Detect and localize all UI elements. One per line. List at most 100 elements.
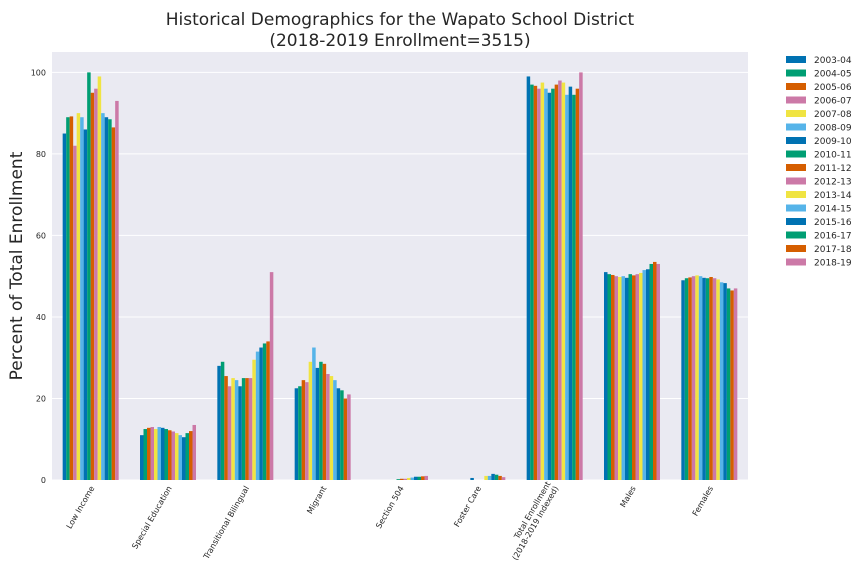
x-tick-label: Migrant	[305, 485, 328, 516]
bar	[80, 117, 84, 480]
bar	[315, 367, 320, 480]
bar	[168, 430, 172, 480]
legend-swatch	[786, 83, 806, 90]
bar	[719, 282, 724, 480]
bar	[705, 278, 710, 480]
bar	[487, 475, 492, 480]
bar	[533, 85, 538, 480]
bar	[329, 376, 334, 480]
bar	[547, 92, 552, 480]
bar	[252, 359, 256, 480]
legend-swatch	[786, 137, 806, 144]
bar	[494, 474, 499, 480]
bar	[147, 427, 151, 480]
bar	[646, 269, 650, 480]
bar	[607, 274, 611, 480]
legend-label: 2007-08	[814, 110, 852, 120]
bar	[417, 476, 421, 480]
legend-label: 2004-05	[814, 70, 852, 80]
bar	[62, 133, 67, 480]
bar	[227, 386, 232, 480]
legend-swatch	[786, 258, 806, 266]
y-tick-label: 100	[31, 68, 46, 77]
bar	[143, 429, 147, 480]
legend-swatch	[786, 204, 806, 212]
bar	[231, 378, 235, 480]
bar	[111, 127, 116, 481]
bar	[298, 386, 302, 480]
bar	[217, 365, 221, 480]
bar	[161, 427, 165, 480]
bar	[625, 277, 629, 480]
bar	[681, 280, 685, 480]
chart-subtitle: (2018-2019 Enrollment=3515)	[269, 31, 530, 51]
bar	[248, 378, 253, 480]
x-tick-label: Females	[691, 485, 715, 518]
bar	[712, 278, 717, 480]
bar	[639, 272, 643, 480]
bar	[164, 429, 168, 480]
bar	[621, 276, 625, 480]
bar	[688, 277, 692, 480]
legend-label: 2009-10	[814, 137, 852, 147]
bar	[347, 394, 351, 480]
legend-label: 2017-18	[814, 245, 852, 255]
x-tick-label: Foster Care	[452, 484, 483, 528]
bar	[501, 477, 506, 480]
bar	[97, 76, 102, 480]
bar	[255, 351, 260, 480]
bar	[73, 145, 77, 480]
y-tick-label: 0	[41, 476, 46, 485]
bar	[69, 116, 74, 480]
bar	[220, 361, 225, 480]
x-tick-label: Section 504	[374, 485, 406, 531]
bar	[262, 343, 267, 480]
bar	[424, 475, 428, 480]
bar	[104, 117, 109, 480]
bar	[157, 427, 161, 480]
bar	[178, 435, 182, 480]
bar	[730, 290, 734, 480]
bar	[192, 424, 196, 480]
bar	[108, 119, 112, 480]
bar	[189, 431, 193, 480]
bar	[537, 88, 541, 480]
bar	[526, 76, 531, 480]
bar	[653, 261, 657, 480]
legend-swatch	[786, 150, 806, 158]
legend-swatch	[786, 110, 806, 117]
bar	[723, 283, 727, 480]
bar	[83, 129, 88, 480]
bar	[171, 431, 175, 480]
bar	[491, 473, 495, 480]
bars	[62, 72, 738, 481]
legend-swatch	[786, 191, 806, 198]
legend-swatch	[786, 69, 806, 77]
legend: 2003-04 2004-05 2005-06 2006-07 2007-08 2008-…	[786, 56, 852, 269]
legend-label: 2012-13	[814, 178, 852, 188]
bar	[558, 80, 562, 481]
bar	[530, 84, 534, 480]
bar	[407, 477, 411, 480]
bar	[400, 478, 404, 480]
legend-label: 2008-09	[814, 124, 852, 134]
x-tick-labels: Low Income Special Education Transitional …	[65, 480, 715, 562]
y-tick-labels: 0 20 40 60 80 100	[31, 68, 46, 485]
x-tick-label: Males	[618, 485, 637, 510]
bar	[568, 86, 573, 481]
legend-swatch	[786, 231, 806, 239]
legend-swatch	[786, 177, 806, 185]
bar	[175, 433, 179, 480]
bar	[561, 82, 566, 481]
y-tick-label: 60	[36, 231, 46, 240]
legend-swatch	[786, 123, 806, 131]
bar	[224, 376, 228, 480]
bar	[579, 72, 583, 480]
bar	[245, 378, 249, 480]
bar	[628, 274, 632, 480]
legend-label: 2006-07	[814, 97, 852, 107]
bar	[410, 477, 414, 480]
bar	[572, 94, 576, 481]
bar	[336, 388, 341, 480]
legend-label: 2014-15	[814, 205, 852, 215]
